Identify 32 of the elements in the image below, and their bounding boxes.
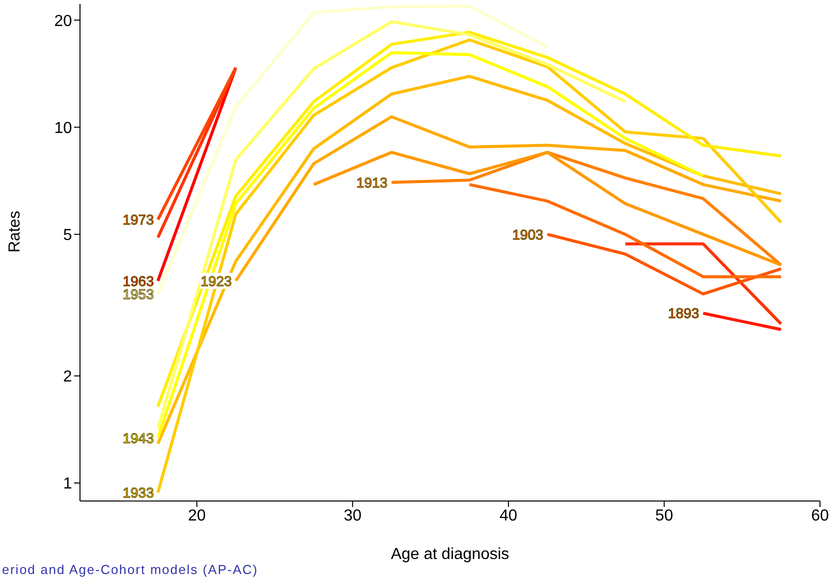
series-label: 1903 <box>512 226 544 242</box>
line-series <box>312 150 783 266</box>
y-tick-label: 1 <box>63 476 72 493</box>
line-series <box>156 4 549 296</box>
line-series <box>234 115 783 282</box>
x-axis-title: Age at diagnosis <box>390 546 510 563</box>
y-tick-label: 20 <box>54 12 72 30</box>
x-tick-label: 40 <box>500 507 518 524</box>
y-tick-label: 10 <box>54 120 72 137</box>
line-series <box>468 183 783 278</box>
x-tick-label: 50 <box>655 507 674 524</box>
line-series <box>546 232 783 296</box>
line-series <box>156 51 705 440</box>
series-label: 1913 <box>356 174 388 190</box>
line-series <box>156 74 783 446</box>
series-label: 1943 <box>122 430 154 446</box>
text: eriod and Age-Cohort models (AP-AC) <box>2 562 258 577</box>
series-label: 1933 <box>122 484 154 501</box>
line-series <box>156 38 783 494</box>
series-label: 1973 <box>122 212 154 228</box>
y-tick-label: 2 <box>63 368 72 386</box>
series-label: 1963 <box>122 272 154 289</box>
line-series <box>156 30 783 408</box>
line-series <box>390 150 783 266</box>
series-label: 1893 <box>668 305 700 322</box>
series-label: 1923 <box>200 272 232 289</box>
line-series <box>156 20 627 430</box>
x-tick-label: 20 <box>188 507 206 524</box>
x-tick-label: 30 <box>344 507 362 524</box>
y-tick-label: 5 <box>63 227 72 244</box>
y-axis-title: Rates <box>6 210 24 252</box>
x-tick-label: 60 <box>811 507 829 524</box>
